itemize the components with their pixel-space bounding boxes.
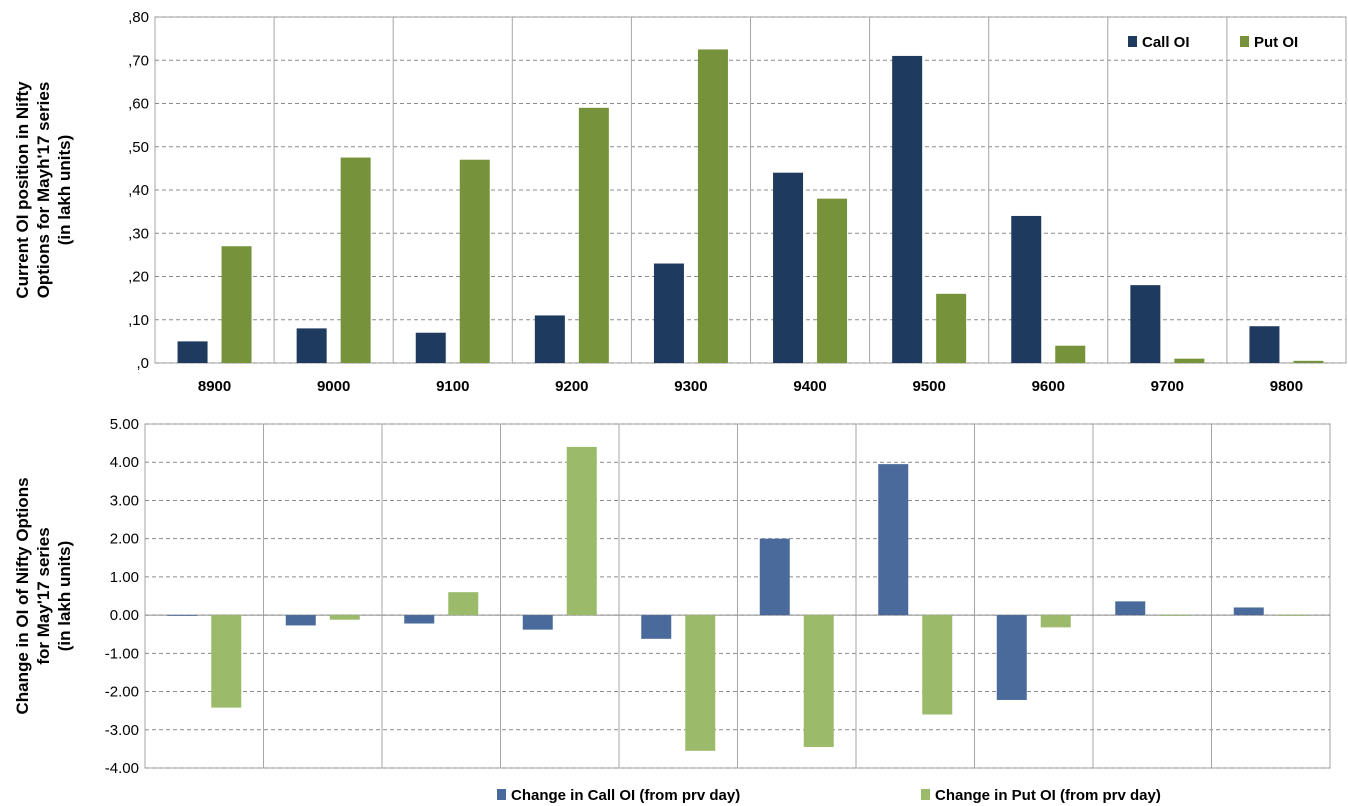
bar-change-in-call-oi-from-prv-day--9300 [641, 615, 672, 639]
bar-put-oi-9000 [340, 157, 371, 363]
bar-change-in-put-oi-from-prv-day--9200 [566, 446, 597, 616]
legend-swatch [497, 789, 506, 800]
y-tick-label: -1.00 [105, 645, 139, 662]
y-tick-label: ,50 [128, 139, 149, 156]
bar-put-oi-8900 [221, 246, 252, 363]
x-tick-label: 9500 [912, 378, 945, 395]
bar-put-oi-9700 [1174, 358, 1205, 363]
bar-put-oi-9100 [459, 159, 490, 363]
legend-swatch [921, 789, 930, 800]
bar-change-in-call-oi-from-prv-day--9500 [878, 464, 909, 616]
bar-change-in-put-oi-from-prv-day--9700 [1159, 615, 1190, 616]
bar-change-in-put-oi-from-prv-day--9100 [448, 592, 479, 616]
y-tick-label: ,40 [128, 182, 149, 199]
y-tick-label: -2.00 [105, 684, 139, 701]
legend-swatch [1240, 36, 1249, 47]
legend-label: Change in Call OI (from prv day) [511, 787, 740, 804]
y-tick-label: ,60 [128, 96, 149, 113]
bar-call-oi-9300 [653, 263, 684, 363]
bar-change-in-call-oi-from-prv-day--9600 [996, 615, 1027, 700]
y-axis-title: Options for Mayh'17 series [34, 82, 53, 299]
x-tick-label: 9100 [436, 378, 469, 395]
y-axis-title: (in lakh units) [55, 135, 74, 246]
legend-swatch [1128, 36, 1137, 47]
bar-change-in-call-oi-from-prv-day--9100 [404, 615, 435, 624]
y-axis-title: for May'17 series [34, 527, 53, 664]
bar-change-in-call-oi-from-prv-day--9000 [285, 615, 316, 626]
y-tick-label: 2.00 [110, 531, 139, 548]
bar-call-oi-9100 [415, 332, 446, 363]
bar-call-oi-9700 [1130, 285, 1161, 363]
bar-call-oi-9000 [296, 328, 327, 363]
bar-call-oi-8900 [177, 341, 208, 363]
y-axis-title: Current OI position in Nifty [13, 81, 32, 299]
bar-call-oi-9800 [1249, 326, 1280, 363]
bar-change-in-call-oi-from-prv-day--8900 [167, 615, 198, 616]
bar-put-oi-9400 [817, 198, 848, 363]
bar-change-in-call-oi-from-prv-day--9800 [1233, 607, 1264, 616]
bar-put-oi-9300 [697, 49, 728, 363]
x-tick-label: 9800 [1270, 378, 1303, 395]
legend-label: Change in Put OI (from prv day) [935, 787, 1161, 804]
bar-call-oi-9500 [892, 55, 923, 364]
bar-put-oi-9600 [1055, 345, 1086, 363]
bar-change-in-put-oi-from-prv-day--9300 [685, 615, 716, 751]
y-axis-title: (in lakh units) [55, 541, 74, 652]
y-tick-label: -3.00 [105, 722, 139, 739]
y-tick-label: ,70 [128, 52, 149, 69]
bar-call-oi-9600 [1011, 215, 1042, 363]
bar-change-in-put-oi-from-prv-day--9800 [1277, 615, 1308, 616]
y-tick-label: -4.00 [105, 760, 139, 777]
bar-change-in-put-oi-from-prv-day--8900 [211, 615, 242, 708]
bar-change-in-call-oi-from-prv-day--9400 [759, 538, 790, 616]
y-tick-label: ,0 [136, 355, 149, 372]
y-tick-label: ,30 [128, 225, 149, 242]
bar-change-in-call-oi-from-prv-day--9700 [1115, 601, 1146, 616]
bar-change-in-put-oi-from-prv-day--9400 [803, 615, 834, 747]
bar-put-oi-9200 [578, 107, 609, 363]
y-tick-label: 1.00 [110, 569, 139, 586]
y-tick-label: ,10 [128, 312, 149, 329]
x-tick-label: 9300 [674, 378, 707, 395]
x-tick-label: 8900 [198, 378, 231, 395]
bar-call-oi-9400 [773, 172, 804, 363]
bar-change-in-put-oi-from-prv-day--9600 [1040, 615, 1071, 628]
bar-change-in-call-oi-from-prv-day--9200 [522, 615, 553, 630]
y-tick-label: 5.00 [110, 416, 139, 433]
x-tick-label: 9200 [555, 378, 588, 395]
legend-label: Call OI [1142, 34, 1190, 51]
y-tick-label: 3.00 [110, 492, 139, 509]
x-tick-label: 9700 [1151, 378, 1184, 395]
y-tick-label: ,20 [128, 269, 149, 286]
bar-put-oi-9500 [936, 293, 967, 363]
bar-call-oi-9200 [534, 315, 565, 363]
bar-change-in-put-oi-from-prv-day--9000 [329, 615, 360, 620]
bar-change-in-put-oi-from-prv-day--9500 [922, 615, 953, 715]
bar-put-oi-9800 [1293, 360, 1324, 363]
x-tick-label: 9600 [1032, 378, 1065, 395]
chart-current-oi: ,0 ,10 ,20 ,30 ,40 ,50 ,60 ,70 ,80 8900 9000 9100 92… [13, 9, 1347, 395]
x-tick-label: 9000 [317, 378, 350, 395]
legend-label: Put OI [1254, 34, 1298, 51]
y-axis-title: Change in OI of Nifty Options [13, 477, 32, 714]
y-tick-label: ,80 [128, 9, 149, 26]
y-tick-label: 0.00 [110, 607, 139, 624]
y-tick-label: 4.00 [110, 454, 139, 471]
x-tick-label: 9400 [793, 378, 826, 395]
